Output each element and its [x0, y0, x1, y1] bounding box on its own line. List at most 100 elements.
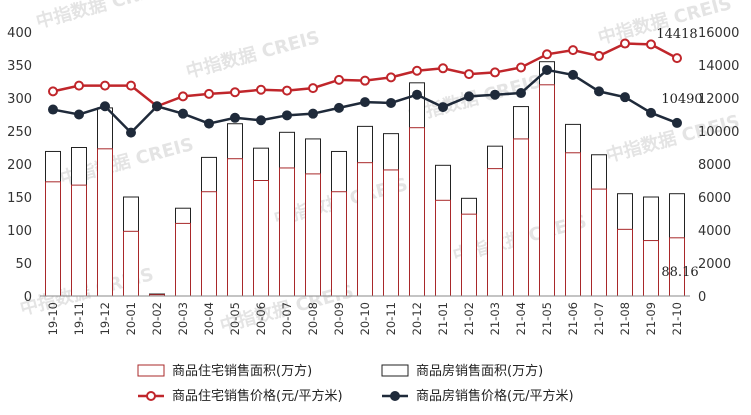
- right-axis-tick-label: 16000: [698, 26, 739, 41]
- legend-swatch-marker: [146, 391, 156, 401]
- x-axis-tick-label: 20-01: [124, 302, 138, 335]
- right-axis-tick-label: 0: [698, 290, 706, 305]
- total-price-point: [256, 115, 266, 126]
- total-price-point: [178, 108, 188, 119]
- annotations-layer: 14418 10490 88.16: [656, 27, 702, 280]
- x-axis-tick-label: 21-04: [514, 302, 528, 335]
- bar-residential-area: [461, 213, 477, 297]
- right-axis-tick-label: 2000: [698, 257, 731, 272]
- left-axis-tick-label: 100: [7, 224, 32, 239]
- bar-residential-area: [175, 222, 191, 297]
- bar-residential-area: [123, 230, 139, 297]
- x-axis-tick-label: 20-03: [176, 302, 190, 335]
- residential-price-point: [412, 65, 422, 76]
- left-axis-tick-label: 50: [15, 257, 32, 272]
- left-axis-tick-label: 0: [24, 290, 32, 305]
- total-price-point: [568, 69, 578, 80]
- x-axis-tick-label: 20-11: [384, 302, 398, 335]
- bar-residential-area: [617, 228, 633, 297]
- legend-swatch: [381, 364, 409, 377]
- total-price-point: [334, 102, 344, 113]
- bar-residential-area: [513, 138, 529, 297]
- residential-price-point: [178, 91, 188, 102]
- bar-residential-area: [305, 173, 321, 297]
- residential-price-point: [74, 80, 84, 91]
- total-price-point: [360, 97, 370, 108]
- bar-residential-area: [409, 127, 425, 297]
- x-axis-tick-label: 21-09: [644, 302, 658, 335]
- x-axis-tick-label: 21-05: [540, 302, 554, 335]
- residential-price-point: [594, 50, 604, 61]
- x-axis-tick-label: 19-12: [98, 302, 112, 335]
- watermark-text: 中指数据 CREIS: [184, 26, 322, 83]
- x-axis-tick-label: 20-09: [332, 302, 346, 335]
- data-label: 10490: [661, 92, 702, 107]
- residential-price-point: [438, 63, 448, 74]
- residential-price-point: [308, 83, 318, 94]
- x-axis-tick-label: 21-07: [592, 302, 606, 335]
- total-price-point: [438, 102, 448, 113]
- total-price-point: [126, 127, 136, 138]
- bar-residential-area: [45, 181, 61, 297]
- right-axis-tick-label: 14000: [698, 59, 739, 74]
- x-axis-tick-label: 21-01: [436, 302, 450, 335]
- left-axis-tick-label: 200: [7, 158, 32, 173]
- axes-layer: 0501001502002503003504000200040006000800…: [7, 26, 739, 335]
- left-axis-tick-label: 400: [7, 26, 32, 41]
- left-axis-tick-label: 300: [7, 92, 32, 107]
- data-label: 88.16: [661, 265, 698, 280]
- x-axis-tick-label: 20-07: [280, 302, 294, 335]
- x-axis-tick-label: 21-08: [618, 302, 632, 335]
- left-axis-tick-label: 350: [7, 59, 32, 74]
- legend: 商品住宅销售面积(万方) 商品房销售面积(万方) 商品住宅销售价格(元/平方米) 商品…: [137, 363, 574, 404]
- legend-item: 商品住宅销售价格(元/平方米): [138, 388, 343, 404]
- left-axis-tick-label: 250: [7, 125, 32, 140]
- total-price-point: [672, 117, 682, 128]
- residential-price-point: [126, 80, 136, 91]
- bar-residential-area: [279, 167, 295, 297]
- residential-price-point: [334, 74, 344, 85]
- left-axis-tick-label: 150: [7, 191, 32, 206]
- legend-item: 商品住宅销售面积(万方): [137, 363, 312, 379]
- bar-residential-area: [591, 188, 607, 297]
- total-price-point: [308, 108, 318, 119]
- total-price-point: [594, 86, 604, 97]
- x-axis-tick-label: 20-05: [228, 302, 242, 335]
- legend-swatch: [137, 364, 165, 377]
- total-price-point: [100, 101, 110, 112]
- residential-price-point: [48, 86, 58, 97]
- x-axis-tick-label: 19-10: [46, 302, 60, 335]
- bar-residential-area: [331, 191, 347, 297]
- total-price-point: [516, 88, 526, 99]
- total-price-point: [386, 97, 396, 108]
- bar-residential-area: [539, 84, 555, 297]
- bar-residential-area: [383, 169, 399, 297]
- bar-residential-area: [435, 199, 451, 297]
- residential-price-point: [230, 87, 240, 98]
- right-axis-tick-label: 4000: [698, 224, 731, 239]
- right-axis-tick-label: 10000: [698, 125, 739, 140]
- residential-price-point: [620, 38, 630, 49]
- total-price-point: [230, 112, 240, 123]
- residential-price-point: [204, 88, 214, 99]
- bar-residential-area: [565, 152, 581, 297]
- residential-price-point: [542, 49, 552, 60]
- total-price-point: [152, 101, 162, 112]
- bars-layer: [45, 61, 685, 297]
- legend-label: 商品房销售价格(元/平方米): [416, 388, 574, 404]
- legend-label: 商品住宅销售价格(元/平方米): [172, 388, 343, 404]
- bar-residential-area: [357, 162, 373, 297]
- legend-label: 商品住宅销售面积(万方): [172, 363, 312, 379]
- total-price-point: [620, 92, 630, 103]
- residential-price-point: [464, 69, 474, 80]
- bar-residential-area: [253, 180, 269, 297]
- watermark-text: 中指数据 CREIS: [34, 0, 172, 33]
- residential-price-point: [490, 67, 500, 78]
- residential-price-point: [360, 75, 370, 86]
- legend-item: 商品房销售价格(元/平方米): [382, 388, 574, 404]
- legend-swatch-marker: [390, 391, 400, 401]
- bar-residential-area: [487, 168, 503, 297]
- total-price-point: [490, 89, 500, 100]
